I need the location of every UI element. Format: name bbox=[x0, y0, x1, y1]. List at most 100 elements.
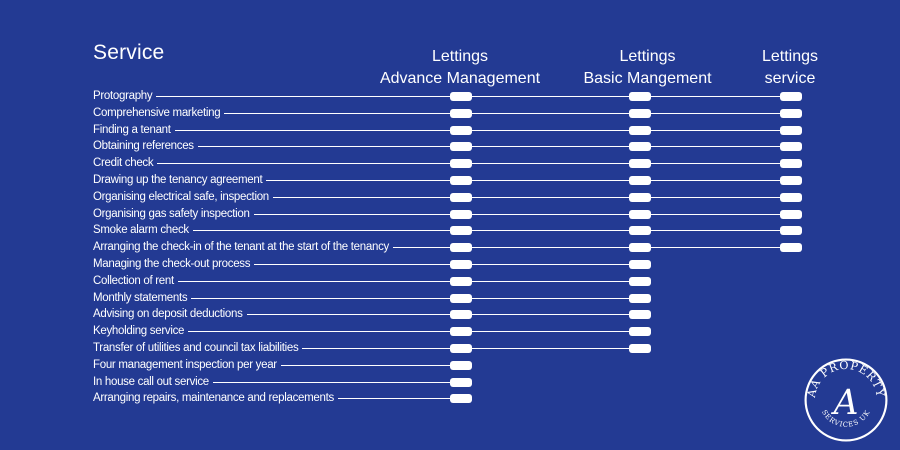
service-label: Drawing up the tenancy agreement bbox=[93, 171, 267, 188]
column-header-basic-management: Lettings Basic Mangement bbox=[570, 46, 725, 90]
row-leader-line bbox=[93, 112, 791, 114]
column-header-line2: Advance Management bbox=[379, 70, 541, 87]
included-marker bbox=[629, 175, 651, 185]
row-leader-line bbox=[93, 314, 640, 316]
row-leader-line bbox=[93, 280, 640, 282]
included-marker bbox=[450, 293, 472, 303]
included-marker bbox=[780, 125, 802, 135]
service-row: Comprehensive marketing bbox=[0, 104, 900, 122]
row-leader-line bbox=[93, 129, 791, 131]
included-marker bbox=[780, 108, 802, 118]
included-marker bbox=[450, 377, 472, 387]
included-marker bbox=[450, 142, 472, 152]
included-marker bbox=[629, 243, 651, 253]
row-leader-line bbox=[93, 331, 640, 333]
row-leader-line bbox=[93, 230, 791, 232]
services-table: Protography Comprehensive marketing Findin… bbox=[0, 88, 900, 407]
included-marker bbox=[629, 108, 651, 118]
included-marker bbox=[780, 192, 802, 202]
row-leader-line bbox=[93, 347, 640, 349]
service-row: In house call out service bbox=[0, 373, 900, 391]
included-marker bbox=[450, 92, 472, 101]
row-leader-line bbox=[93, 96, 791, 97]
service-label: Four management inspection per year bbox=[93, 356, 281, 373]
service-row: Collection of rent bbox=[0, 272, 900, 290]
included-marker bbox=[629, 142, 651, 152]
included-marker bbox=[629, 276, 651, 286]
row-leader-line bbox=[93, 297, 640, 299]
service-label: Credit check bbox=[93, 155, 158, 172]
service-row: Managing the check-out process bbox=[0, 255, 900, 273]
service-label: Organising gas safety inspection bbox=[93, 205, 254, 222]
column-header-line2: Basic Mangement bbox=[583, 70, 712, 87]
service-label: Collection of rent bbox=[93, 272, 178, 289]
included-marker bbox=[450, 360, 472, 370]
service-label: Arranging the check-in of the tenant at … bbox=[93, 239, 393, 256]
service-label: Managing the check-out process bbox=[93, 255, 255, 272]
included-marker bbox=[629, 343, 651, 353]
service-label: Keyholding service bbox=[93, 323, 189, 340]
service-label: Transfer of utilities and council tax li… bbox=[93, 339, 303, 356]
included-marker bbox=[450, 259, 472, 269]
row-leader-line bbox=[93, 146, 791, 148]
included-marker bbox=[450, 159, 472, 169]
column-header-line1: Lettings bbox=[431, 48, 489, 65]
included-marker bbox=[780, 175, 802, 185]
service-row: Advising on deposit deductions bbox=[0, 306, 900, 323]
service-row: Obtaining references bbox=[0, 138, 900, 155]
service-row: Credit check bbox=[0, 155, 900, 172]
included-marker bbox=[629, 327, 651, 337]
included-marker bbox=[450, 243, 472, 253]
service-label: Arranging repairs, maintenance and repla… bbox=[93, 390, 338, 407]
included-marker bbox=[629, 159, 651, 169]
included-marker bbox=[780, 92, 802, 101]
included-marker bbox=[629, 192, 651, 202]
column-header-line1: Lettings bbox=[619, 48, 676, 65]
included-marker bbox=[450, 209, 472, 219]
included-marker bbox=[629, 310, 651, 320]
included-marker bbox=[629, 226, 651, 236]
included-marker bbox=[450, 310, 472, 320]
logo-monogram: A bbox=[831, 383, 859, 423]
service-label: In house call out service bbox=[93, 373, 213, 390]
service-label: Finding a tenant bbox=[93, 121, 175, 138]
included-marker bbox=[450, 276, 472, 286]
service-row: Organising electrical safe, inspection bbox=[0, 188, 900, 206]
row-leader-line bbox=[93, 381, 461, 383]
included-marker bbox=[450, 226, 472, 236]
included-marker bbox=[629, 92, 651, 101]
service-label: Comprehensive marketing bbox=[93, 104, 225, 121]
column-header-line2: service bbox=[764, 70, 816, 87]
service-row: Protography bbox=[0, 88, 900, 105]
included-marker bbox=[780, 159, 802, 169]
included-marker bbox=[780, 209, 802, 219]
included-marker bbox=[450, 175, 472, 185]
included-marker bbox=[450, 192, 472, 202]
service-row: Organising gas safety inspection bbox=[0, 205, 900, 223]
included-marker bbox=[450, 108, 472, 118]
service-row: Arranging the check-in of the tenant at … bbox=[0, 239, 900, 256]
included-marker bbox=[450, 327, 472, 337]
included-marker bbox=[780, 226, 802, 236]
service-heading: Service bbox=[93, 41, 165, 64]
aa-property-logo: AA PROPERTY SERVICES UK A bbox=[804, 358, 888, 442]
row-leader-line bbox=[93, 196, 791, 198]
service-row: Monthly statements bbox=[0, 289, 900, 307]
service-label: Monthly statements bbox=[93, 289, 192, 306]
included-marker bbox=[450, 125, 472, 135]
service-row: Arranging repairs, maintenance and repla… bbox=[0, 390, 900, 407]
service-row: Four management inspection per year bbox=[0, 356, 900, 374]
service-label: Organising electrical safe, inspection bbox=[93, 188, 273, 205]
row-leader-line bbox=[93, 247, 791, 249]
included-marker bbox=[450, 394, 472, 404]
included-marker bbox=[780, 142, 802, 152]
service-label: Advising on deposit deductions bbox=[93, 306, 247, 323]
row-leader-line bbox=[93, 213, 791, 215]
included-marker bbox=[629, 259, 651, 269]
service-row: Transfer of utilities and council tax li… bbox=[0, 339, 900, 357]
column-header-line1: Lettings bbox=[761, 48, 819, 65]
row-leader-line bbox=[93, 263, 640, 265]
service-row: Drawing up the tenancy agreement bbox=[0, 171, 900, 189]
service-row: Keyholding service bbox=[0, 323, 900, 340]
service-row: Smoke alarm check bbox=[0, 222, 900, 239]
